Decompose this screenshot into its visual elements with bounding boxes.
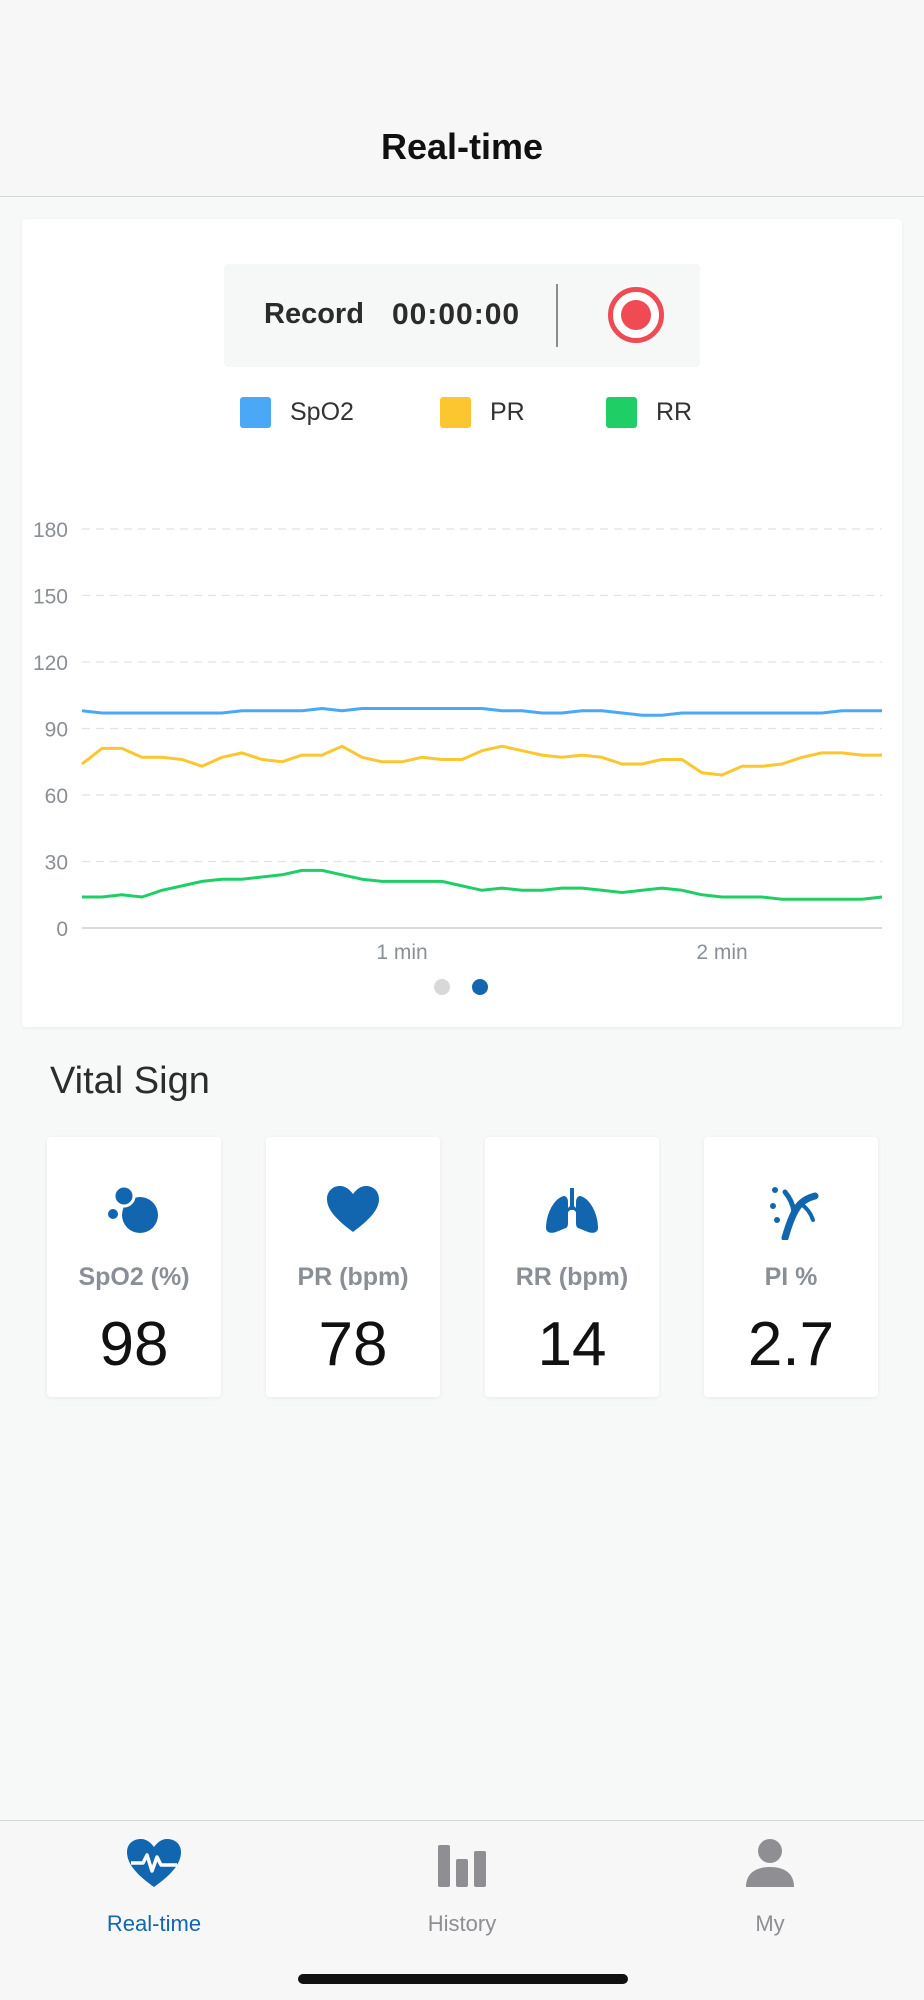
spo2-bubbles-icon — [47, 1184, 221, 1238]
bar-chart-icon — [308, 1837, 616, 1893]
record-button[interactable] — [608, 287, 664, 343]
vital-card-rr: RR (bpm) 14 — [485, 1137, 659, 1397]
lungs-icon — [485, 1184, 659, 1238]
vital-label-pi: PI % — [764, 1263, 818, 1291]
tab-real-time[interactable]: Real-time — [0, 1821, 308, 1951]
heart-pulse-icon — [0, 1837, 308, 1893]
legend-label-rr: RR — [656, 397, 693, 426]
vital-card-spo2: SpO2 (%) 98 — [47, 1137, 221, 1397]
y-tick-label-180: 180 — [33, 519, 68, 542]
vital-card-pr: PR (bpm) 78 — [266, 1137, 440, 1397]
record-divider — [556, 284, 558, 347]
record-bar: Record 00:00:00 — [224, 264, 700, 367]
y-tick-label-30: 30 — [45, 852, 68, 875]
y-tick-label-0: 0 — [56, 918, 68, 941]
record-label: Record — [264, 298, 364, 330]
legend-item-pr: PR — [440, 395, 525, 429]
chart-card: Record 00:00:00 SpO2 PR RR 0 30 60 90 120 150… — [22, 219, 902, 1027]
legend-swatch-rr — [606, 396, 637, 428]
page-title: Real-time — [380, 126, 544, 167]
vital-label-spo2: SpO2 (%) — [78, 1263, 190, 1291]
legend-swatch-pr — [440, 396, 471, 428]
series-line-pr — [81, 744, 882, 777]
vital-value-spo2: 98 — [99, 1310, 169, 1379]
nav-header: Real-time — [0, 0, 924, 197]
vital-label-rr: RR (bpm) — [515, 1263, 629, 1291]
perfusion-icon — [704, 1184, 878, 1240]
page-dot-2-active[interactable] — [472, 979, 488, 995]
y-tick-label-150: 150 — [33, 586, 68, 609]
page-dot-1[interactable] — [434, 979, 450, 995]
record-dot-icon — [621, 300, 651, 330]
series-line-spo2 — [81, 707, 882, 717]
chart-legend: SpO2 PR RR — [22, 395, 902, 429]
page-indicator — [22, 979, 902, 999]
tab-label-history: History — [427, 1911, 497, 1936]
vital-label-pr: PR (bpm) — [297, 1263, 409, 1291]
tab-my[interactable]: My — [616, 1821, 924, 1951]
series-line-rr — [82, 868, 883, 901]
vital-value-pi: 2.7 — [747, 1310, 835, 1379]
legend-label-spo2: SpO2 — [290, 397, 354, 426]
legend-swatch-spo2 — [240, 396, 271, 428]
vital-value-rr: 14 — [537, 1310, 607, 1379]
x-tick-label-1: 1 min — [376, 941, 427, 964]
record-timer: 00:00:00 — [392, 298, 521, 331]
legend-item-spo2: SpO2 — [240, 395, 354, 429]
y-tick-label-60: 60 — [45, 785, 68, 808]
legend-label-pr: PR — [490, 397, 525, 426]
legend-item-rr: RR — [606, 395, 692, 429]
tab-label-real-time: Real-time — [106, 1911, 202, 1936]
y-tick-label-120: 120 — [33, 652, 68, 675]
tab-history[interactable]: History — [308, 1821, 616, 1951]
y-tick-label-90: 90 — [45, 719, 68, 742]
vital-sign-title: Vital Sign — [50, 1060, 210, 1102]
tab-label-my: My — [755, 1911, 785, 1936]
trend-chart[interactable]: 0 30 60 90 120 150 180 1 min 2 min — [22, 499, 902, 969]
vital-value-pr: 78 — [318, 1310, 388, 1379]
heart-icon — [266, 1184, 440, 1238]
bottom-tab-bar: Real-time History My — [0, 1820, 924, 2000]
vital-card-pi: PI % 2.7 — [704, 1137, 878, 1397]
person-icon — [616, 1837, 924, 1893]
home-indicator — [298, 1974, 628, 1984]
x-tick-label-2: 2 min — [696, 941, 747, 964]
